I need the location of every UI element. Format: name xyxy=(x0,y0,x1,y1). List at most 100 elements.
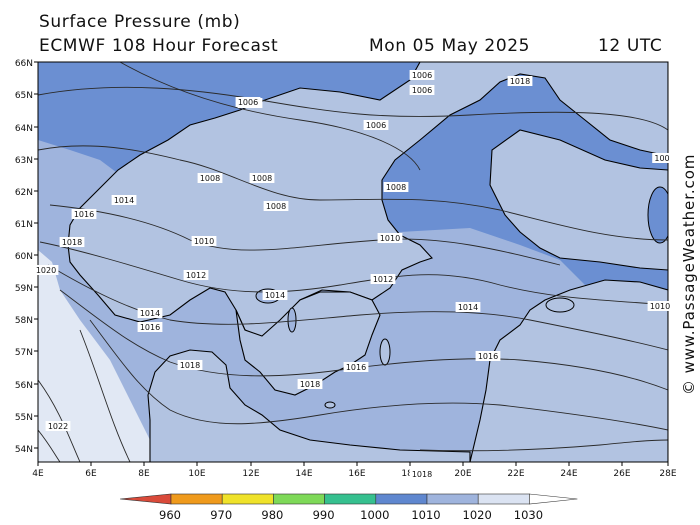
isobar-label: 1018 xyxy=(412,470,432,479)
isobar-label-bg xyxy=(183,270,209,280)
legend-swatch xyxy=(324,493,377,505)
lat-label: 66N xyxy=(15,59,33,69)
isobar-label-bg xyxy=(377,233,403,243)
legend-value: 1000 xyxy=(360,508,389,522)
isobar-label-bg xyxy=(409,85,435,95)
lat-label: 60N xyxy=(15,252,33,262)
high-pressure-region xyxy=(38,250,165,462)
map-area xyxy=(38,62,668,462)
isobar-label-bg xyxy=(647,301,673,311)
lat-label: 64N xyxy=(15,124,33,134)
island-saaremaa xyxy=(545,297,575,313)
legend-swatch xyxy=(375,493,428,505)
forecast-date: Mon 05 May 2025 xyxy=(369,36,531,56)
isobar-label-bg xyxy=(191,236,217,246)
isobar-label: 1018 xyxy=(300,380,320,389)
lon-label: 8E xyxy=(138,469,150,479)
lat-label: 58N xyxy=(15,316,33,326)
isobar-label-bg xyxy=(33,265,59,275)
isobar-label-bg xyxy=(652,153,672,163)
isobar-label: 1006 xyxy=(366,121,386,130)
isobar-label: 1018 xyxy=(180,361,200,370)
isobar-label-bg xyxy=(507,76,533,86)
lat-label: 57N xyxy=(15,348,33,358)
legend-swatch-high xyxy=(529,493,578,505)
legend-value: 1010 xyxy=(411,508,440,522)
lat-label: 59N xyxy=(15,284,33,294)
isobar-label-bg xyxy=(262,290,288,300)
isobar-label: 1016 xyxy=(346,363,366,372)
chart-title: Surface Pressure (mb) xyxy=(39,12,241,32)
isobar-label-bg xyxy=(197,173,223,183)
site-credit: © www.PassageWeather.com xyxy=(680,153,698,395)
isobar-label-bg xyxy=(455,302,481,312)
legend-swatch xyxy=(221,493,274,505)
isobar-label: 1016 xyxy=(478,352,498,361)
lon-label: 14E xyxy=(295,469,312,479)
legend-value: 1020 xyxy=(463,508,492,522)
lon-label: 24E xyxy=(560,469,577,479)
isobar-label: 1008 xyxy=(386,183,406,192)
landmass-finland-east xyxy=(489,129,668,271)
lon-label: 4E xyxy=(32,469,44,479)
lat-label: 55N xyxy=(15,413,33,423)
isobar-label-bg xyxy=(71,209,97,219)
landmass-sweden-south xyxy=(235,291,381,396)
lat-label: 54N xyxy=(15,445,33,455)
lake-vattern xyxy=(287,307,297,333)
lat-label: 61N xyxy=(15,220,33,230)
isobar-label-bg xyxy=(297,379,323,389)
lat-label: 56N xyxy=(15,381,33,391)
isobar-label-bg xyxy=(343,362,369,372)
axis-ticks xyxy=(34,61,669,466)
isobar-label: 1012 xyxy=(186,271,206,280)
isobar-label-bg xyxy=(363,120,389,130)
isobar-label-bg xyxy=(409,469,435,479)
legend-value: 980 xyxy=(261,508,283,522)
isobar-labels: 1006 1006 1006 1006 1008 1008 1008 1008 1010 1010… xyxy=(33,70,675,479)
isobar-label: 1012 xyxy=(373,275,393,284)
isobar-label-bg xyxy=(370,274,396,284)
isobar-label-bg xyxy=(137,308,163,318)
isobar-label: 1014 xyxy=(265,291,285,300)
legend-swatch-low xyxy=(119,493,172,505)
legend-value: 1030 xyxy=(514,508,543,522)
lon-label: 6E xyxy=(85,469,97,479)
isobar-label: 1006 xyxy=(238,98,258,107)
isobar-label: 1006 xyxy=(412,71,432,80)
isobar-label: 1008 xyxy=(266,202,286,211)
legend-swatch xyxy=(273,493,325,505)
isobar-label: 1014 xyxy=(140,309,160,318)
lon-label: 28E xyxy=(659,469,676,479)
island-bornholm xyxy=(324,401,336,409)
legend-value: 970 xyxy=(210,508,232,522)
isobar-label: 1018 xyxy=(510,77,530,86)
lon-label: 22E xyxy=(507,469,524,479)
lon-label: 16E xyxy=(348,469,365,479)
isobar-label: 1016 xyxy=(74,210,94,219)
isobar-label: 1010 xyxy=(650,302,670,311)
legend-swatch xyxy=(170,493,223,505)
lon-label: 10E xyxy=(188,469,205,479)
isobar-label: 1016 xyxy=(140,323,160,332)
forecast-time: 12 UTC xyxy=(598,36,663,56)
isobar-label-bg xyxy=(177,360,203,370)
isobar-label-bg xyxy=(59,237,85,247)
island-gotland xyxy=(379,338,391,366)
isobar-label: 1006 xyxy=(412,86,432,95)
legend-swatch xyxy=(426,493,479,505)
isobar-label-bg xyxy=(409,70,435,80)
isobar-label-bg xyxy=(249,173,275,183)
model-label: ECMWF 108 Hour Forecast xyxy=(39,36,279,56)
isobar-label-bg xyxy=(475,351,501,361)
pressure-legend: 960 970 980 990 1000 1010 1020 1030 xyxy=(119,493,578,522)
isobar-label: 1014 xyxy=(114,196,134,205)
isobar-label: 1008 xyxy=(200,174,220,183)
isobar-label: 100 xyxy=(654,154,669,163)
isobar-label-bg xyxy=(111,195,137,205)
isobar-label-bg xyxy=(263,201,289,211)
lon-label: 12E xyxy=(242,469,259,479)
isobar-label-bg xyxy=(137,322,163,332)
isobar-label: 1020 xyxy=(36,266,56,275)
